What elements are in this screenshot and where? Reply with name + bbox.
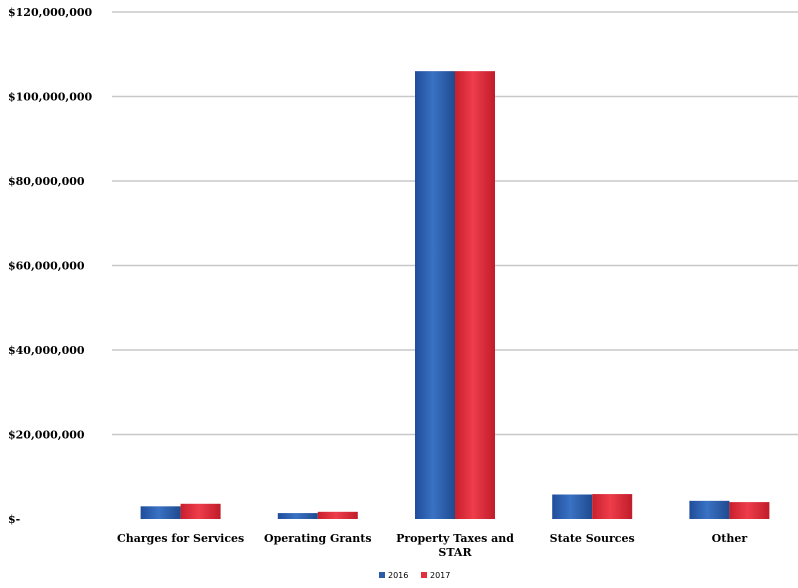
y-axis-ticks: $- $20,000,000 $40,000,000 $60,000,000 $80,0… bbox=[8, 6, 93, 526]
x-category-label: Property Taxes and bbox=[396, 532, 514, 545]
x-category-label: Other bbox=[712, 532, 748, 545]
bar-2017 bbox=[455, 71, 495, 520]
legend-entry: 2016 bbox=[388, 571, 408, 580]
bar-2016 bbox=[415, 71, 455, 520]
bars bbox=[140, 71, 770, 520]
y-tick-label: $100,000,000 bbox=[8, 91, 93, 104]
legend-swatch bbox=[379, 572, 385, 578]
bar-2016 bbox=[277, 513, 318, 519]
y-tick-label: $80,000,000 bbox=[8, 175, 85, 188]
x-category-label: STAR bbox=[438, 546, 472, 559]
x-category-label: Charges for Services bbox=[117, 532, 244, 545]
y-tick-label: $40,000,000 bbox=[8, 344, 85, 357]
legend-entry: 2017 bbox=[430, 571, 450, 580]
bar-2017 bbox=[180, 503, 221, 519]
bar-2016 bbox=[140, 506, 181, 519]
bar-2016 bbox=[689, 500, 730, 519]
legend: 2016 2017 bbox=[379, 571, 450, 580]
y-tick-label: $120,000,000 bbox=[8, 6, 93, 19]
bar-2017 bbox=[317, 511, 358, 519]
x-axis-category-labels: Charges for Services Operating Grants Prop… bbox=[117, 532, 747, 559]
bar-2017 bbox=[592, 494, 633, 519]
x-category-label: Operating Grants bbox=[264, 532, 372, 545]
bar-2016 bbox=[552, 494, 593, 519]
y-tick-label: $- bbox=[8, 513, 20, 526]
bar-2017 bbox=[729, 502, 770, 519]
y-tick-label: $60,000,000 bbox=[8, 260, 85, 273]
y-tick-label: $20,000,000 bbox=[8, 429, 85, 442]
legend-swatch bbox=[421, 572, 427, 578]
x-category-label: State Sources bbox=[550, 532, 635, 545]
